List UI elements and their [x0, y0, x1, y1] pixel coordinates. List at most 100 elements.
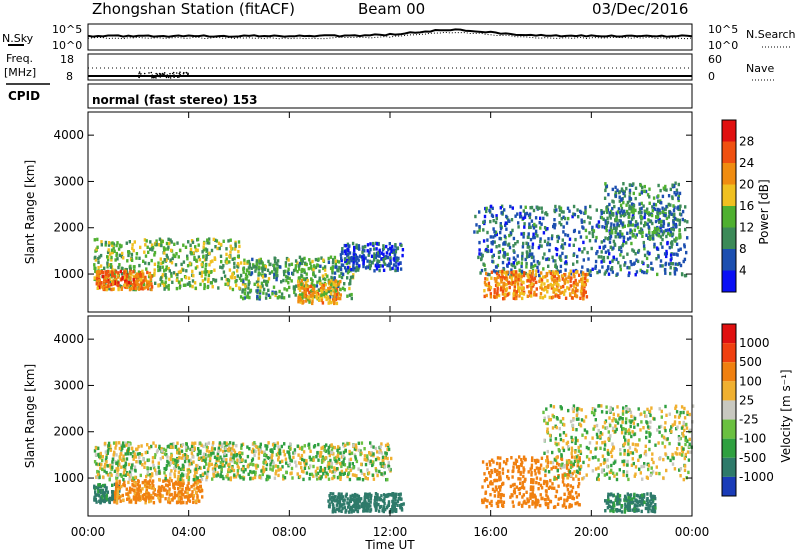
data-cell	[98, 494, 101, 498]
data-cell	[110, 255, 113, 260]
data-cell	[321, 301, 325, 305]
data-cell	[191, 441, 194, 445]
data-cell	[343, 257, 347, 262]
data-cell	[242, 280, 245, 284]
data-cell	[495, 478, 499, 483]
data-cell	[650, 261, 653, 265]
data-cell	[330, 275, 333, 280]
data-cell	[631, 248, 634, 252]
data-cell	[232, 455, 235, 460]
data-cell	[204, 457, 208, 461]
colorbar-tick-label: 28	[739, 135, 754, 149]
data-cell	[495, 277, 498, 281]
data-cell	[188, 262, 192, 266]
data-cell	[352, 466, 355, 470]
data-cell	[327, 451, 330, 455]
data-cell	[169, 457, 172, 462]
data-cell	[105, 493, 109, 497]
data-cell	[633, 261, 636, 265]
data-cell	[584, 208, 587, 213]
data-cell	[300, 453, 304, 458]
data-cell	[152, 491, 155, 495]
data-cell	[354, 269, 357, 273]
data-cell	[142, 279, 145, 283]
data-cell	[282, 477, 285, 481]
data-cell	[284, 261, 288, 265]
data-cell	[147, 280, 151, 284]
data-cell	[535, 480, 538, 485]
data-cell	[636, 225, 640, 230]
data-cell	[551, 255, 554, 259]
data-cell	[106, 473, 110, 477]
data-cell	[351, 504, 355, 509]
data-cell	[217, 446, 221, 450]
data-cell	[332, 288, 335, 292]
data-cell	[94, 269, 97, 273]
data-cell	[327, 445, 331, 450]
data-cell	[341, 286, 345, 290]
data-cell	[366, 509, 369, 513]
data-cell	[382, 461, 385, 466]
data-cell	[552, 465, 555, 469]
data-cell	[98, 270, 102, 274]
data-cell	[322, 276, 325, 281]
data-cell	[212, 278, 215, 282]
data-cell	[162, 486, 166, 490]
data-cell	[281, 465, 284, 469]
data-cell	[284, 457, 288, 461]
data-cell	[118, 284, 122, 288]
data-cell	[586, 272, 589, 277]
data-cell	[537, 487, 540, 491]
data-cell	[505, 282, 508, 287]
data-cell	[356, 262, 359, 266]
data-cell	[342, 499, 345, 503]
data-cell	[333, 467, 336, 472]
data-cell	[676, 191, 679, 195]
beam-label: Beam 00	[358, 0, 425, 18]
data-cell	[546, 213, 549, 217]
data-cell	[107, 273, 110, 277]
data-cell	[208, 450, 211, 454]
nave-dot	[137, 74, 140, 77]
data-cell	[124, 273, 127, 277]
data-cell	[110, 473, 113, 477]
data-cell	[644, 222, 647, 226]
data-cell	[165, 463, 169, 468]
data-cell	[342, 472, 345, 476]
data-cell	[159, 499, 162, 503]
nave-dot	[187, 74, 189, 76]
data-cell	[544, 227, 548, 232]
data-cell	[268, 271, 272, 275]
data-cell	[553, 226, 556, 230]
data-cell	[197, 447, 200, 451]
data-cell	[629, 236, 632, 240]
data-cell	[128, 470, 132, 474]
data-cell	[342, 444, 345, 448]
data-cell	[617, 235, 620, 239]
data-cell	[506, 264, 509, 268]
data-cell	[151, 246, 155, 250]
data-cell	[101, 285, 104, 289]
data-cell	[209, 456, 212, 461]
data-cell	[236, 469, 240, 473]
data-cell	[116, 257, 119, 261]
data-cell	[224, 446, 227, 451]
data-cell	[322, 292, 325, 297]
data-cell	[512, 296, 516, 300]
data-cell	[159, 495, 162, 499]
data-cell	[509, 275, 512, 279]
data-cell	[156, 493, 160, 497]
data-cell	[208, 458, 212, 463]
data-cell	[167, 480, 171, 484]
data-cell	[486, 230, 489, 235]
data-cell	[361, 505, 365, 509]
data-cell	[552, 282, 556, 286]
data-cell	[133, 240, 136, 244]
data-cell	[485, 293, 488, 298]
data-cell	[331, 271, 334, 275]
data-cell	[611, 187, 614, 192]
data-cell	[619, 203, 623, 207]
data-cell	[586, 268, 589, 272]
data-cell	[360, 497, 363, 501]
data-cell	[534, 273, 538, 277]
